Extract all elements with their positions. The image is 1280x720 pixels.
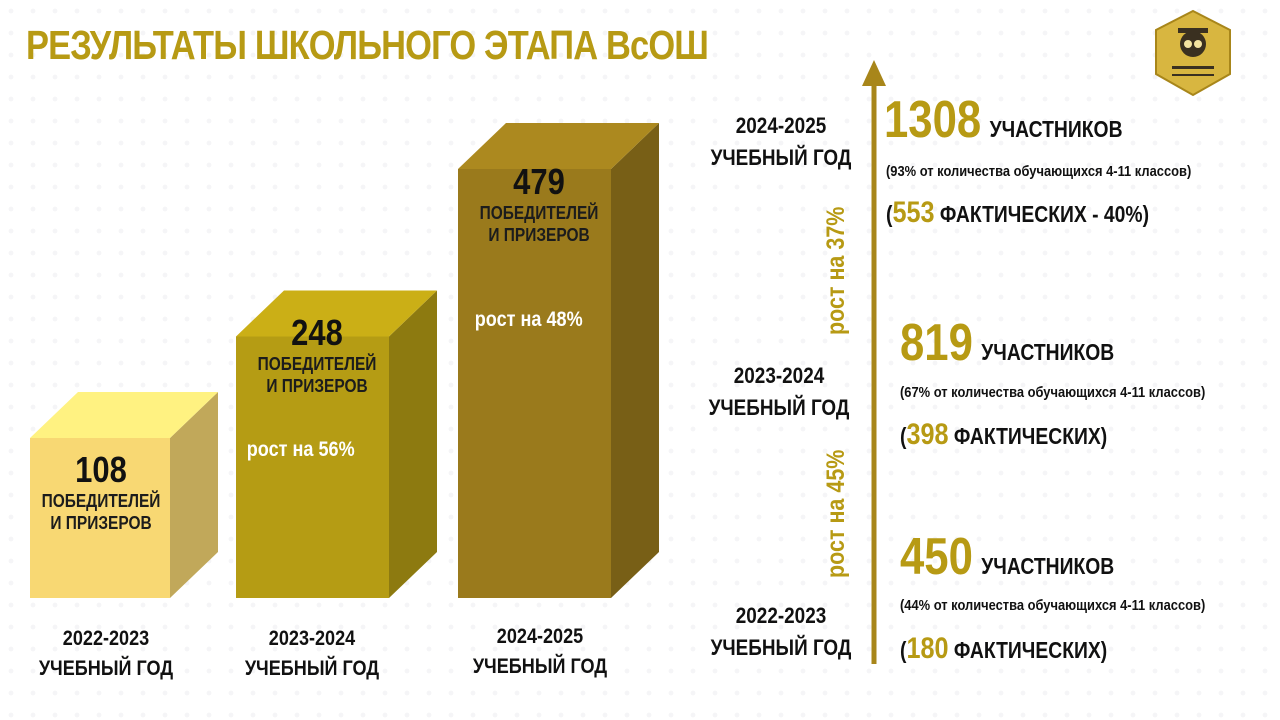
participants-count-2023-number: 819 [900,314,973,372]
participants-count-2024-unit: УЧАСТНИКОВ [989,116,1123,142]
bar-1-year-line2: УЧЕБНЫЙ ГОД [38,657,174,681]
participants-share-2024: (93% от количества обучающихся 4-11 клас… [886,163,1192,180]
bar-3-value: 479 [513,161,565,202]
bar-3-growth: рост на 48% [474,308,583,331]
fact-2023-number: 398 [906,418,949,451]
participants-count-2024: 1308 УЧАСТНИКОВ [884,90,1123,150]
growth-lower-label: рост на 45% [822,449,850,578]
fact-2022-number: 180 [906,632,949,665]
participants-year-2022: 2022-2023 УЧЕБНЫЙ ГОД [709,600,853,664]
fact-2022-open: ( [900,637,907,663]
bar-2-growth: рост на 56% [246,438,355,461]
bar-3-caption-line2: И ПРИЗЕРОВ [488,224,590,245]
participants-count-2024-number: 1308 [884,91,982,149]
bar-3-front [458,169,611,598]
participants-year-2023-line1: 2023-2024 [733,363,825,388]
bar-2-labels: 248 ПОБЕДИТЕЛЕЙ И ПРИЗЕРОВ [236,311,398,397]
bar-3-labels: 479 ПОБЕДИТЕЛЕЙ И ПРИЗЕРОВ [458,160,620,246]
fact-2023-open: ( [900,423,907,449]
fact-2023-text: ФАКТИЧЕСКИХ) [948,423,1108,449]
growth-arrow [862,60,886,664]
fact-2024-open: ( [886,201,893,227]
bar-3-side [611,123,659,599]
fact-2024-number: 553 [892,196,935,229]
participants-year-2024-line1: 2024-2025 [735,113,827,138]
bar-3-year: 2024-2025 УЧЕБНЫЙ ГОД [471,622,609,683]
bar-2-side [389,290,437,598]
bar-1-caption-line1: ПОБЕДИТЕЛЕЙ [41,491,161,512]
bar-3-year-line1: 2024-2025 [496,625,584,648]
bar-3-year-line2: УЧЕБНЫЙ ГОД [472,655,608,679]
participants-year-2023-line2: УЧЕБНЫЙ ГОД [708,394,850,420]
bar-2-year-line2: УЧЕБНЫЙ ГОД [244,657,380,681]
participants-share-2023: (67% от количества обучающихся 4-11 клас… [900,384,1206,401]
participants-count-2022: 450 УЧАСТНИКОВ [900,527,1114,587]
participants-year-2024: 2024-2025 УЧЕБНЫЙ ГОД [709,110,853,174]
participants-count-2022-number: 450 [900,528,973,586]
bar-1-year-line1: 2022-2023 [62,627,150,650]
bar-chart [30,123,659,599]
bar-1-value: 108 [75,449,127,490]
page-title: РЕЗУЛЬТАТЫ ШКОЛЬНОГО ЭТАПА ВсОШ [26,22,709,68]
bar-2-caption-line1: ПОБЕДИТЕЛЕЙ [257,354,377,375]
fact-2022-text: ФАКТИЧЕСКИХ) [948,637,1108,663]
participants-count-2023-unit: УЧАСТНИКОВ [981,339,1115,365]
lyceum-logo [1155,9,1231,97]
participants-year-2023: 2023-2024 УЧЕБНЫЙ ГОД [707,360,851,424]
participants-count-2022-unit: УЧАСТНИКОВ [981,553,1115,579]
bar-1-side [170,392,218,598]
bar-1-year: 2022-2023 УЧЕБНЫЙ ГОД [37,624,175,685]
bar-2-value: 248 [291,312,343,353]
bar-3-top [458,123,659,170]
bar-2-top [236,290,437,337]
bar-1-labels: 108 ПОБЕДИТЕЛЕЙ И ПРИЗЕРОВ [30,448,172,534]
bar-1-top [30,392,218,438]
participants-fact-2024: (553 ФАКТИЧЕСКИХ - 40%) [886,196,1149,230]
bar-2-front [236,336,389,598]
participants-fact-2023: (398 ФАКТИЧЕСКИХ) [900,418,1107,452]
bar-1-caption-line2: И ПРИЗЕРОВ [50,512,152,533]
fact-2024-text: ФАКТИЧЕСКИХ - 40%) [934,201,1150,227]
participants-share-2022: (44% от количества обучающихся 4-11 клас… [900,597,1206,614]
growth-upper-label: рост на 37% [822,206,850,335]
bar-2-year-line1: 2023-2024 [268,627,356,650]
bar-2-caption-line2: И ПРИЗЕРОВ [266,375,368,396]
participants-fact-2022: (180 ФАКТИЧЕСКИХ) [900,632,1107,666]
participants-year-2022-line2: УЧЕБНЫЙ ГОД [710,634,852,660]
bar-3-caption-line1: ПОБЕДИТЕЛЕЙ [479,203,599,224]
bar-1-front [30,438,170,598]
participants-count-2023: 819 УЧАСТНИКОВ [900,313,1114,373]
participants-year-2022-line1: 2022-2023 [735,603,827,628]
participants-year-2024-line2: УЧЕБНЫЙ ГОД [710,144,852,170]
bar-2-year: 2023-2024 УЧЕБНЫЙ ГОД [243,624,381,685]
